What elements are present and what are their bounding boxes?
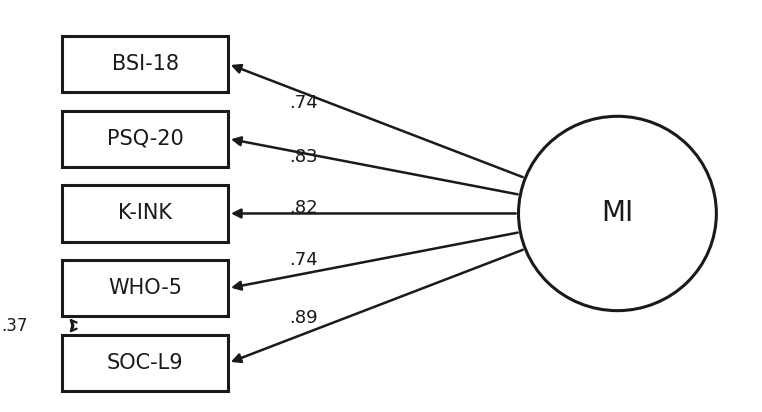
FancyBboxPatch shape [62, 185, 228, 241]
Text: BSI-18: BSI-18 [112, 54, 178, 74]
FancyBboxPatch shape [62, 335, 228, 391]
Text: .74: .74 [289, 251, 318, 269]
FancyArrowPatch shape [71, 320, 77, 331]
Text: .82: .82 [289, 199, 318, 217]
Text: MI: MI [601, 199, 633, 227]
FancyBboxPatch shape [62, 36, 228, 92]
FancyBboxPatch shape [62, 111, 228, 167]
Text: WHO-5: WHO-5 [108, 278, 182, 298]
Text: PSQ-20: PSQ-20 [107, 129, 184, 149]
Text: K-INK: K-INK [118, 204, 172, 223]
Text: .83: .83 [289, 148, 318, 166]
FancyBboxPatch shape [62, 260, 228, 316]
Text: SOC-L9: SOC-L9 [107, 353, 184, 373]
Ellipse shape [518, 116, 716, 311]
Text: .37: .37 [2, 316, 27, 335]
Text: .74: .74 [289, 94, 318, 112]
Text: .89: .89 [289, 309, 318, 327]
